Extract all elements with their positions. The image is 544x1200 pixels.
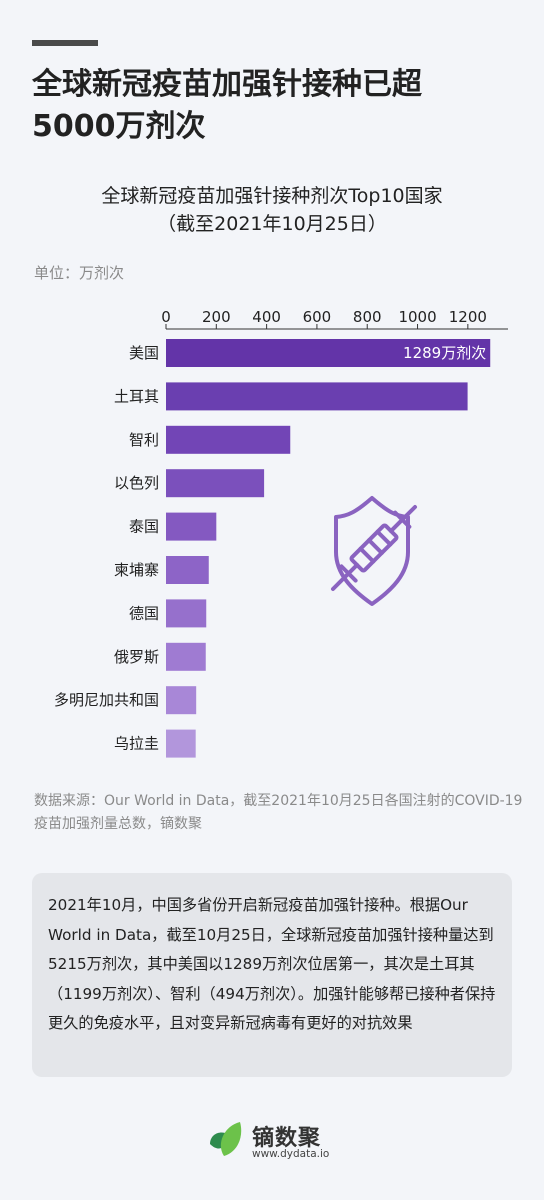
x-tick-label: 1200 bbox=[449, 308, 487, 326]
x-tick-label: 0 bbox=[161, 308, 171, 326]
bar bbox=[166, 512, 217, 541]
category-label: 泰国 bbox=[129, 518, 159, 536]
bar bbox=[166, 339, 491, 367]
headline: 全球新冠疫苗加强针接种已超 5000万剂次 bbox=[32, 64, 512, 148]
bar bbox=[166, 729, 196, 758]
leaf-icon bbox=[210, 1122, 242, 1156]
x-tick-label: 200 bbox=[202, 308, 231, 326]
chart-title-line1: 全球新冠疫苗加强针接种剂次Top10国家 bbox=[101, 185, 443, 207]
headline-line1: 全球新冠疫苗加强针接种已超 bbox=[32, 67, 422, 102]
x-tick-label: 800 bbox=[353, 308, 382, 326]
category-label: 美国 bbox=[129, 344, 159, 362]
title-accent-bar bbox=[32, 40, 98, 46]
bar bbox=[166, 599, 207, 628]
bar bbox=[166, 382, 468, 411]
chart-title-line2: （截至2021年10月25日） bbox=[157, 213, 387, 235]
category-label: 德国 bbox=[129, 604, 159, 622]
unit-label: 单位：万剂次 bbox=[34, 264, 125, 282]
shield-syringe-icon bbox=[330, 496, 418, 606]
bar bbox=[166, 642, 206, 671]
summary-box: 2021年10月，中国多省份开启新冠疫苗加强针接种。根据Our World in… bbox=[32, 873, 512, 1077]
summary-text: 2021年10月，中国多省份开启新冠疫苗加强针接种。根据Our World in… bbox=[48, 896, 496, 1032]
bar bbox=[166, 469, 265, 498]
category-label: 俄罗斯 bbox=[114, 648, 159, 666]
data-label: 1289万剂次 bbox=[403, 344, 486, 362]
x-tick-label: 600 bbox=[303, 308, 332, 326]
category-label: 智利 bbox=[129, 431, 159, 449]
logo-name: 镝数聚 bbox=[252, 1126, 322, 1151]
logo-url: www.dydata.io bbox=[252, 1148, 330, 1160]
logo: 镝数聚 www.dydata.io bbox=[206, 1118, 346, 1166]
category-label: 多明尼加共和国 bbox=[54, 691, 159, 709]
source-note: 数据来源：Our World in Data，截至2021年10月25日各国注射… bbox=[34, 793, 523, 832]
x-tick-label: 1000 bbox=[398, 308, 436, 326]
bar bbox=[166, 425, 291, 454]
category-label: 土耳其 bbox=[114, 387, 159, 405]
x-tick-label: 400 bbox=[252, 308, 281, 326]
chart-title: 全球新冠疫苗加强针接种剂次Top10国家 （截至2021年10月25日） bbox=[0, 182, 544, 238]
bar-chart: 0 200 400 600 800 1000 1200 美国 1289万剂次土耳其智利以色列泰… bbox=[54, 308, 508, 758]
x-axis: 0 200 400 600 800 1000 1200 bbox=[161, 308, 508, 330]
category-label: 柬埔寨 bbox=[114, 561, 159, 579]
bar bbox=[166, 686, 197, 715]
category-label: 乌拉圭 bbox=[114, 735, 159, 753]
bar bbox=[166, 556, 209, 584]
category-label: 以色列 bbox=[114, 474, 159, 492]
headline-line2: 5000万剂次 bbox=[32, 109, 206, 144]
